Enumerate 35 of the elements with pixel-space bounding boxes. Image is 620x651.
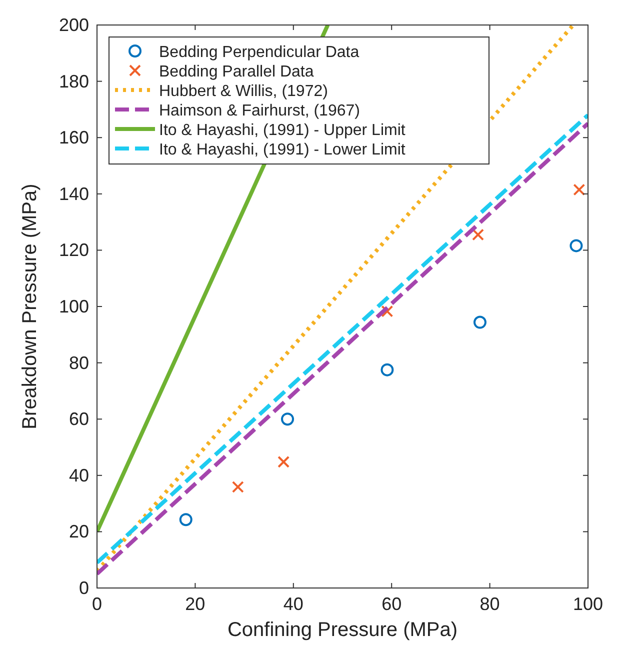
y-tick-label: 80 — [68, 352, 89, 373]
point — [179, 513, 192, 526]
x-tick-label: 80 — [480, 594, 500, 614]
x-tick-label: 20 — [185, 594, 206, 614]
legend-label: Bedding Perpendicular Data — [159, 44, 360, 61]
x-tick-label: 100 — [572, 594, 604, 614]
point — [278, 456, 290, 468]
y-tick-label: 100 — [58, 296, 89, 316]
x-tick-label: 60 — [382, 594, 402, 614]
x-tick-label: 0 — [92, 594, 102, 614]
y-tick-label: 180 — [58, 71, 89, 92]
point — [573, 184, 586, 196]
point — [281, 412, 294, 426]
legend-label: Haimson & Fairhurst, (1967) — [159, 102, 360, 120]
x-axis-title: Confining Pressure (MPa) — [227, 619, 458, 641]
point — [232, 480, 244, 493]
point — [570, 239, 583, 252]
y-tick-label: 60 — [68, 409, 89, 430]
y-axis-title: Breakdown Pressure (MPa) — [19, 184, 41, 430]
legend-label: Ito & Hayashi, (1991) - Upper Limit — [159, 122, 406, 139]
point — [381, 305, 394, 318]
point — [473, 316, 486, 329]
y-tick-label: 20 — [68, 522, 89, 542]
y-tick-label: 40 — [68, 465, 89, 486]
x-tick-label: 40 — [283, 594, 304, 614]
y-tick-label: 160 — [58, 128, 89, 148]
point — [472, 228, 484, 241]
point — [380, 363, 394, 376]
legend-label: Hubbert & Willis, (1972) — [159, 83, 328, 100]
y-tick-label: 200 — [58, 15, 89, 35]
legend-label: Bedding Parallel Data — [159, 64, 314, 80]
legend-label: Ito & Hayashi, (1991) - Lower Limit — [159, 142, 406, 158]
y-tick-label: 140 — [58, 184, 89, 204]
y-tick-label: 120 — [58, 240, 89, 260]
y-tick-label: 0 — [78, 578, 89, 598]
